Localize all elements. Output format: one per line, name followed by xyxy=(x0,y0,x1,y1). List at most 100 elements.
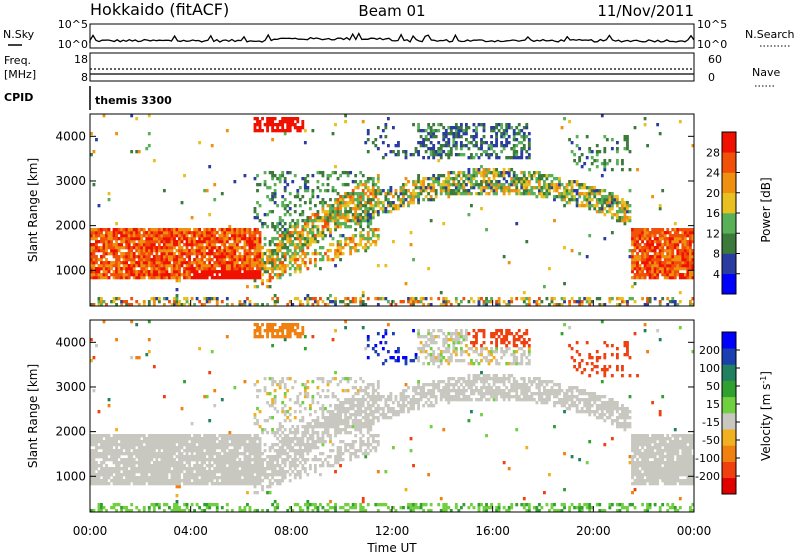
power-cell xyxy=(470,180,473,184)
power-cell xyxy=(241,228,244,232)
velocity-cell xyxy=(205,473,209,477)
power-cell xyxy=(512,177,516,181)
power-cell xyxy=(238,246,242,250)
power-cell xyxy=(283,189,287,193)
power-cell xyxy=(95,228,98,232)
power-cell xyxy=(165,249,169,253)
power-cell xyxy=(583,162,587,166)
power-cell xyxy=(520,192,524,196)
power-cell xyxy=(668,249,672,253)
power-cell xyxy=(631,249,634,253)
power-cell xyxy=(346,171,350,175)
velocity-cell xyxy=(273,443,277,447)
power-cell xyxy=(603,135,607,139)
power-cell xyxy=(623,138,627,142)
power-cell xyxy=(215,246,219,250)
velocity-cell xyxy=(208,458,212,462)
power-cell xyxy=(394,189,398,193)
power-cell xyxy=(389,204,393,208)
power-cell xyxy=(598,303,602,306)
power-cell xyxy=(346,192,350,196)
power-cell xyxy=(658,231,662,235)
power-cell xyxy=(135,273,139,277)
velocity-cell xyxy=(281,440,285,444)
power-cell xyxy=(392,150,395,154)
power-cell xyxy=(190,240,194,244)
power-cell xyxy=(434,150,438,154)
power-cell xyxy=(258,219,262,223)
velocity-cell xyxy=(283,410,287,414)
power-cell xyxy=(193,267,196,271)
velocity-cell xyxy=(165,440,169,444)
power-cell xyxy=(386,144,390,148)
velocity-cell xyxy=(147,434,151,438)
power-cell xyxy=(127,237,131,241)
power-cell xyxy=(213,240,217,244)
power-cell xyxy=(137,270,141,274)
power-cell xyxy=(251,276,254,280)
power-cell xyxy=(303,228,307,232)
velocity-cell xyxy=(180,452,184,456)
power-cell xyxy=(288,225,292,229)
power-cell xyxy=(495,132,498,136)
power-cell xyxy=(346,219,350,223)
velocity-cell xyxy=(165,476,169,480)
velocity-cell xyxy=(225,434,229,438)
velocity-cell xyxy=(251,470,254,474)
power-cell xyxy=(376,297,380,301)
velocity-cell xyxy=(263,476,267,480)
power-cell xyxy=(140,276,144,280)
power-cell xyxy=(281,204,285,208)
velocity-cell xyxy=(210,443,214,447)
power-cell xyxy=(334,252,337,256)
velocity-cell xyxy=(251,473,254,477)
power-cell xyxy=(681,246,685,250)
velocity-cell xyxy=(251,446,254,450)
power-cell xyxy=(537,186,541,190)
power-cell xyxy=(306,174,310,178)
power-cell xyxy=(137,243,141,247)
power-cell xyxy=(246,264,249,268)
power-cell xyxy=(188,261,191,265)
velocity-cell xyxy=(125,437,129,441)
velocity-cell xyxy=(122,437,126,441)
power-cell xyxy=(190,276,194,280)
velocity-cell xyxy=(276,329,280,333)
velocity-cell xyxy=(246,470,249,474)
power-cell xyxy=(253,258,257,262)
power-cell xyxy=(444,177,448,181)
power-cell xyxy=(178,261,181,265)
power-cell xyxy=(298,243,302,247)
power-cell xyxy=(246,237,249,241)
velocity-cell xyxy=(115,482,118,486)
power-cell xyxy=(366,189,370,193)
power-cell xyxy=(449,129,453,133)
power-cell xyxy=(422,129,426,133)
power-cell xyxy=(480,174,483,178)
power-cell xyxy=(288,237,292,241)
power-cell xyxy=(482,180,486,184)
velocity-cell xyxy=(157,452,161,456)
power-cell xyxy=(235,228,239,232)
velocity-cell xyxy=(173,476,176,480)
power-cell xyxy=(444,144,448,148)
power-cell xyxy=(359,216,363,220)
power-cell xyxy=(656,258,660,262)
power-cell xyxy=(351,246,355,250)
power-cell xyxy=(464,123,468,127)
power-cell xyxy=(442,135,446,139)
power-cell xyxy=(180,258,184,262)
power-cell xyxy=(145,273,149,277)
velocity-cell xyxy=(125,467,129,471)
power-cell xyxy=(223,273,227,277)
power-cell xyxy=(122,228,126,232)
power-cell xyxy=(452,141,456,145)
velocity-cell xyxy=(152,503,156,507)
power-cell xyxy=(437,129,441,133)
power-cell xyxy=(658,300,662,304)
power-cell xyxy=(369,213,373,217)
power-cell xyxy=(291,117,295,121)
velocity-cell xyxy=(205,458,209,462)
power-cell xyxy=(334,171,337,175)
power-cell xyxy=(110,273,113,277)
